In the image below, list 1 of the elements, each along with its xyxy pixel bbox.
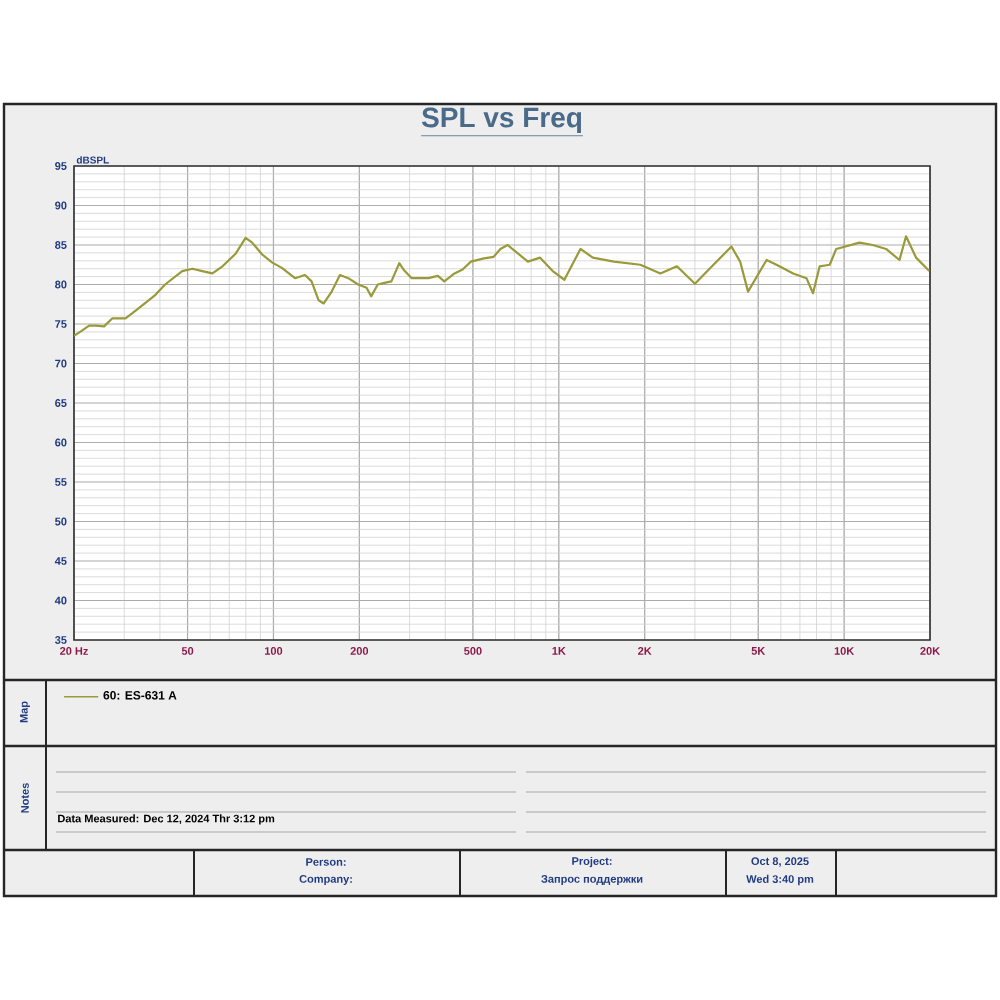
chart-title: SPL vs Freq (421, 107, 582, 133)
